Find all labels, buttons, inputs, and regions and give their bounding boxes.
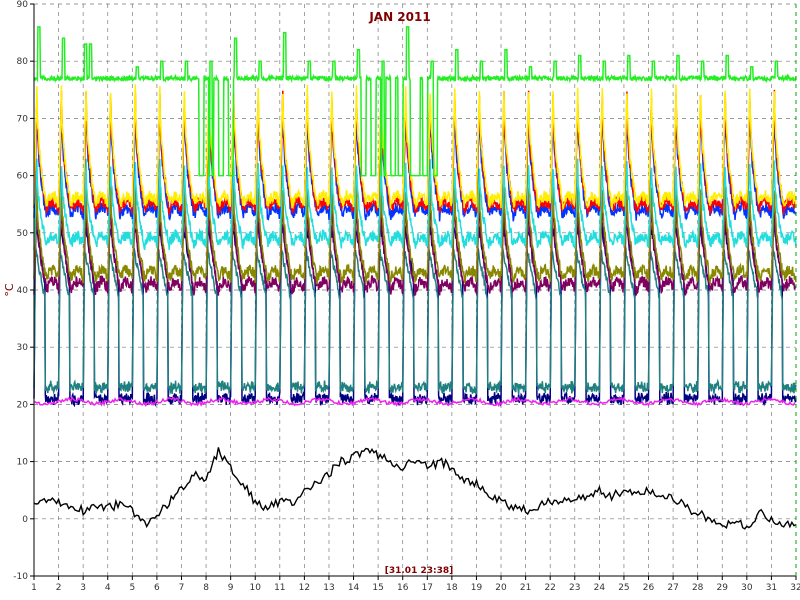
- x-tick-label: 3: [80, 583, 86, 593]
- x-tick-label: 4: [105, 583, 111, 593]
- x-tick-label: 7: [179, 583, 185, 593]
- y-tick-label: 10: [17, 458, 29, 468]
- chart-title: JAN 2011: [368, 10, 430, 24]
- series-line: [33, 396, 796, 408]
- x-tick-label: 29: [717, 583, 729, 593]
- y-tick-label: 30: [17, 343, 29, 353]
- x-tick-label: 9: [228, 583, 234, 593]
- x-tick-label: 6: [154, 583, 160, 593]
- y-tick-label: 20: [17, 400, 29, 410]
- timestamp-label: [31.01 23:38]: [385, 566, 453, 576]
- x-tick-label: 5: [129, 583, 135, 593]
- series-line: [33, 181, 797, 285]
- x-tick-label: 31: [766, 583, 777, 593]
- x-tick-label: 28: [692, 583, 704, 593]
- x-tick-label: 10: [249, 583, 261, 593]
- x-tick-label: 24: [594, 583, 606, 593]
- y-tick-label: 80: [17, 57, 29, 67]
- x-tick-label: 12: [299, 583, 310, 593]
- x-tick-label: 8: [203, 583, 209, 593]
- series-line: [33, 193, 797, 297]
- y-tick-label: 0: [22, 515, 28, 525]
- x-tick-label: 22: [544, 583, 555, 593]
- y-tick-label: -10: [13, 572, 28, 582]
- y-tick-label: 40: [17, 286, 29, 296]
- x-tick-label: 15: [372, 583, 383, 593]
- x-tick-label: 32: [790, 583, 800, 593]
- x-tick-label: 30: [741, 583, 753, 593]
- x-tick-label: 21: [520, 583, 531, 593]
- x-tick-label: 18: [446, 583, 458, 593]
- x-tick-label: 11: [274, 583, 285, 593]
- y-tick-label: 70: [17, 114, 29, 124]
- x-tick-label: 14: [348, 583, 360, 593]
- x-tick-label: 13: [323, 583, 334, 593]
- x-tick-label: 23: [569, 583, 580, 593]
- x-tick-label: 2: [56, 583, 62, 593]
- y-tick-label: 60: [17, 172, 29, 182]
- series-group: [33, 26, 797, 530]
- series-line: [33, 245, 797, 396]
- series-line: [33, 158, 797, 251]
- series-line: [33, 26, 797, 177]
- x-tick-label: 19: [471, 583, 483, 593]
- x-tick-label: 17: [422, 583, 433, 593]
- x-tick-label: 1: [31, 583, 37, 593]
- series-line: [33, 447, 797, 530]
- x-tick-label: 20: [495, 583, 507, 593]
- y-tick-label: 50: [17, 229, 29, 239]
- y-axis-label: °C: [3, 283, 16, 297]
- series-line: [33, 84, 797, 211]
- series-line: [33, 217, 797, 408]
- x-tick-label: 25: [618, 583, 629, 593]
- x-tick-label: 26: [643, 583, 655, 593]
- y-tick-label: 90: [17, 0, 29, 10]
- x-tick-label: 27: [667, 583, 678, 593]
- x-tick-label: 16: [397, 583, 409, 593]
